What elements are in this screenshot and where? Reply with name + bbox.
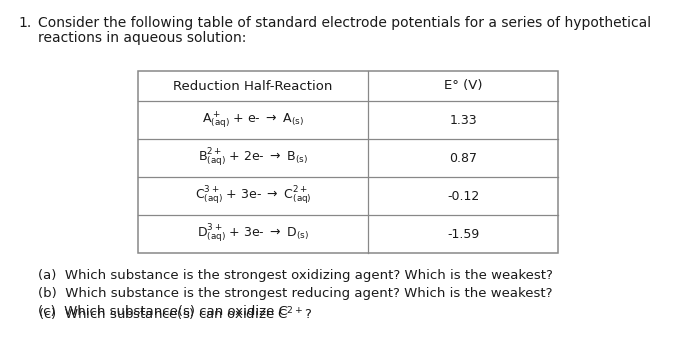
Text: (b)  Which substance is the strongest reducing agent? Which is the weakest?: (b) Which substance is the strongest red… <box>38 287 552 300</box>
Text: Consider the following table of standard electrode potentials for a series of hy: Consider the following table of standard… <box>38 16 651 30</box>
Text: -0.12: -0.12 <box>447 189 479 203</box>
Text: 1.: 1. <box>18 16 32 30</box>
Text: 0.87: 0.87 <box>449 152 477 164</box>
Text: 1.33: 1.33 <box>449 114 477 126</box>
Text: $\mathsf{A^+_{(aq)}}$ + e- $\mathsf{\rightarrow}$ $\mathsf{A_{(s)}}$: $\mathsf{A^+_{(aq)}}$ + e- $\mathsf{\rig… <box>202 110 304 130</box>
Text: E° (V): E° (V) <box>444 79 482 93</box>
Text: Reduction Half-Reaction: Reduction Half-Reaction <box>174 79 332 93</box>
Text: $\mathsf{C^{3+}_{(aq)}}$ + 3e- $\mathsf{\rightarrow}$ $\mathsf{C^{2+}_{(aq)}}$: $\mathsf{C^{3+}_{(aq)}}$ + 3e- $\mathsf{… <box>195 185 312 207</box>
Text: -1.59: -1.59 <box>447 227 479 241</box>
Text: $\mathsf{B^{2+}_{(aq)}}$ + 2e- $\mathsf{\rightarrow}$ $\mathsf{B_{(s)}}$: $\mathsf{B^{2+}_{(aq)}}$ + 2e- $\mathsf{… <box>198 147 308 169</box>
Text: (a)  Which substance is the strongest oxidizing agent? Which is the weakest?: (a) Which substance is the strongest oxi… <box>38 269 553 282</box>
Text: reactions in aqueous solution:: reactions in aqueous solution: <box>38 31 246 45</box>
Text: (c)  Which substance(s) can oxidize C: (c) Which substance(s) can oxidize C <box>38 305 288 318</box>
Text: $\mathsf{D^{3+}_{(aq)}}$ + 3e- $\mathsf{\rightarrow}$ $\mathsf{D_{(s)}}$: $\mathsf{D^{3+}_{(aq)}}$ + 3e- $\mathsf{… <box>197 223 309 245</box>
Text: (c)  Which substance(s) can oxidize $\mathsf{C^{2+}}$?: (c) Which substance(s) can oxidize $\mat… <box>38 305 312 323</box>
Bar <box>138 71 558 253</box>
